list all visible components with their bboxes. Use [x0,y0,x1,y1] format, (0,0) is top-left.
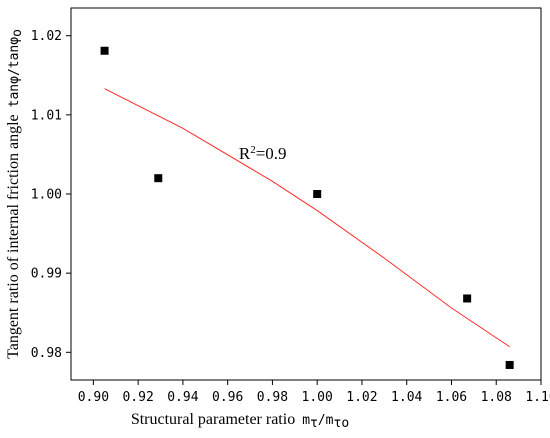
fit-curve-group [104,88,510,348]
x-tick-label: 1.00 [302,390,333,405]
y-axis-symbol-subscript: o [10,29,25,37]
y-axis-label-text: Tangent ratio of internal friction angle [5,114,22,359]
data-point [154,174,163,183]
y-tick-label: 1.01 [31,108,62,123]
y-tick-label: 0.99 [31,267,62,282]
data-point [313,190,322,198]
r-squared-base: R [239,144,251,163]
r-squared-value: =0.9 [256,144,287,163]
x-tick-label: 1.10 [525,390,550,405]
x-tick-label: 1.04 [391,390,422,405]
y-tick-label: 0.98 [31,346,62,361]
x-axis-label-text: Structural parameter ratio [131,411,295,428]
y-axis-title: Tangent ratio of internal friction angle… [5,29,25,359]
x-tick-label: 1.06 [436,390,467,405]
x-axis-symbol: m [302,413,310,428]
r-squared-annotation: R2=0.9 [239,144,287,163]
data-point [505,360,514,369]
y-tick-label: 1.00 [31,188,62,203]
x-axis-symbol-slash: /m [318,413,334,428]
y-axis-symbol: tanφ/tanφ [7,37,22,108]
x-ticks: 0.90 0.92 0.94 0.96 0.98 1.00 1.02 1.04 1.06 1.08… [78,380,550,405]
x-tick-label: 1.02 [346,390,377,405]
plot-frame [70,7,542,381]
y-tick-label: 1.02 [31,29,62,44]
data-points [100,46,514,369]
x-tick-label: 0.98 [257,390,288,405]
y-ticks: 0.98 0.99 1.00 1.01 1.02 [31,29,71,361]
x-axis-symbol2-subscript: τo [334,416,350,431]
axes-frame [70,7,542,381]
data-point [463,294,472,303]
x-tick-label: 0.94 [167,390,198,405]
x-tick-label: 0.92 [122,390,153,405]
r-squared-superscript: 2 [250,144,256,156]
data-point [100,46,109,55]
x-tick-label: 0.90 [78,390,109,405]
x-tick-label: 0.96 [212,390,243,405]
fit-curve [104,88,510,348]
x-axis-symbol-subscript: τ [310,416,318,431]
x-tick-label: 1.08 [481,390,512,405]
x-axis-title: Structural parameter ratio mτ/mτo [131,411,349,431]
